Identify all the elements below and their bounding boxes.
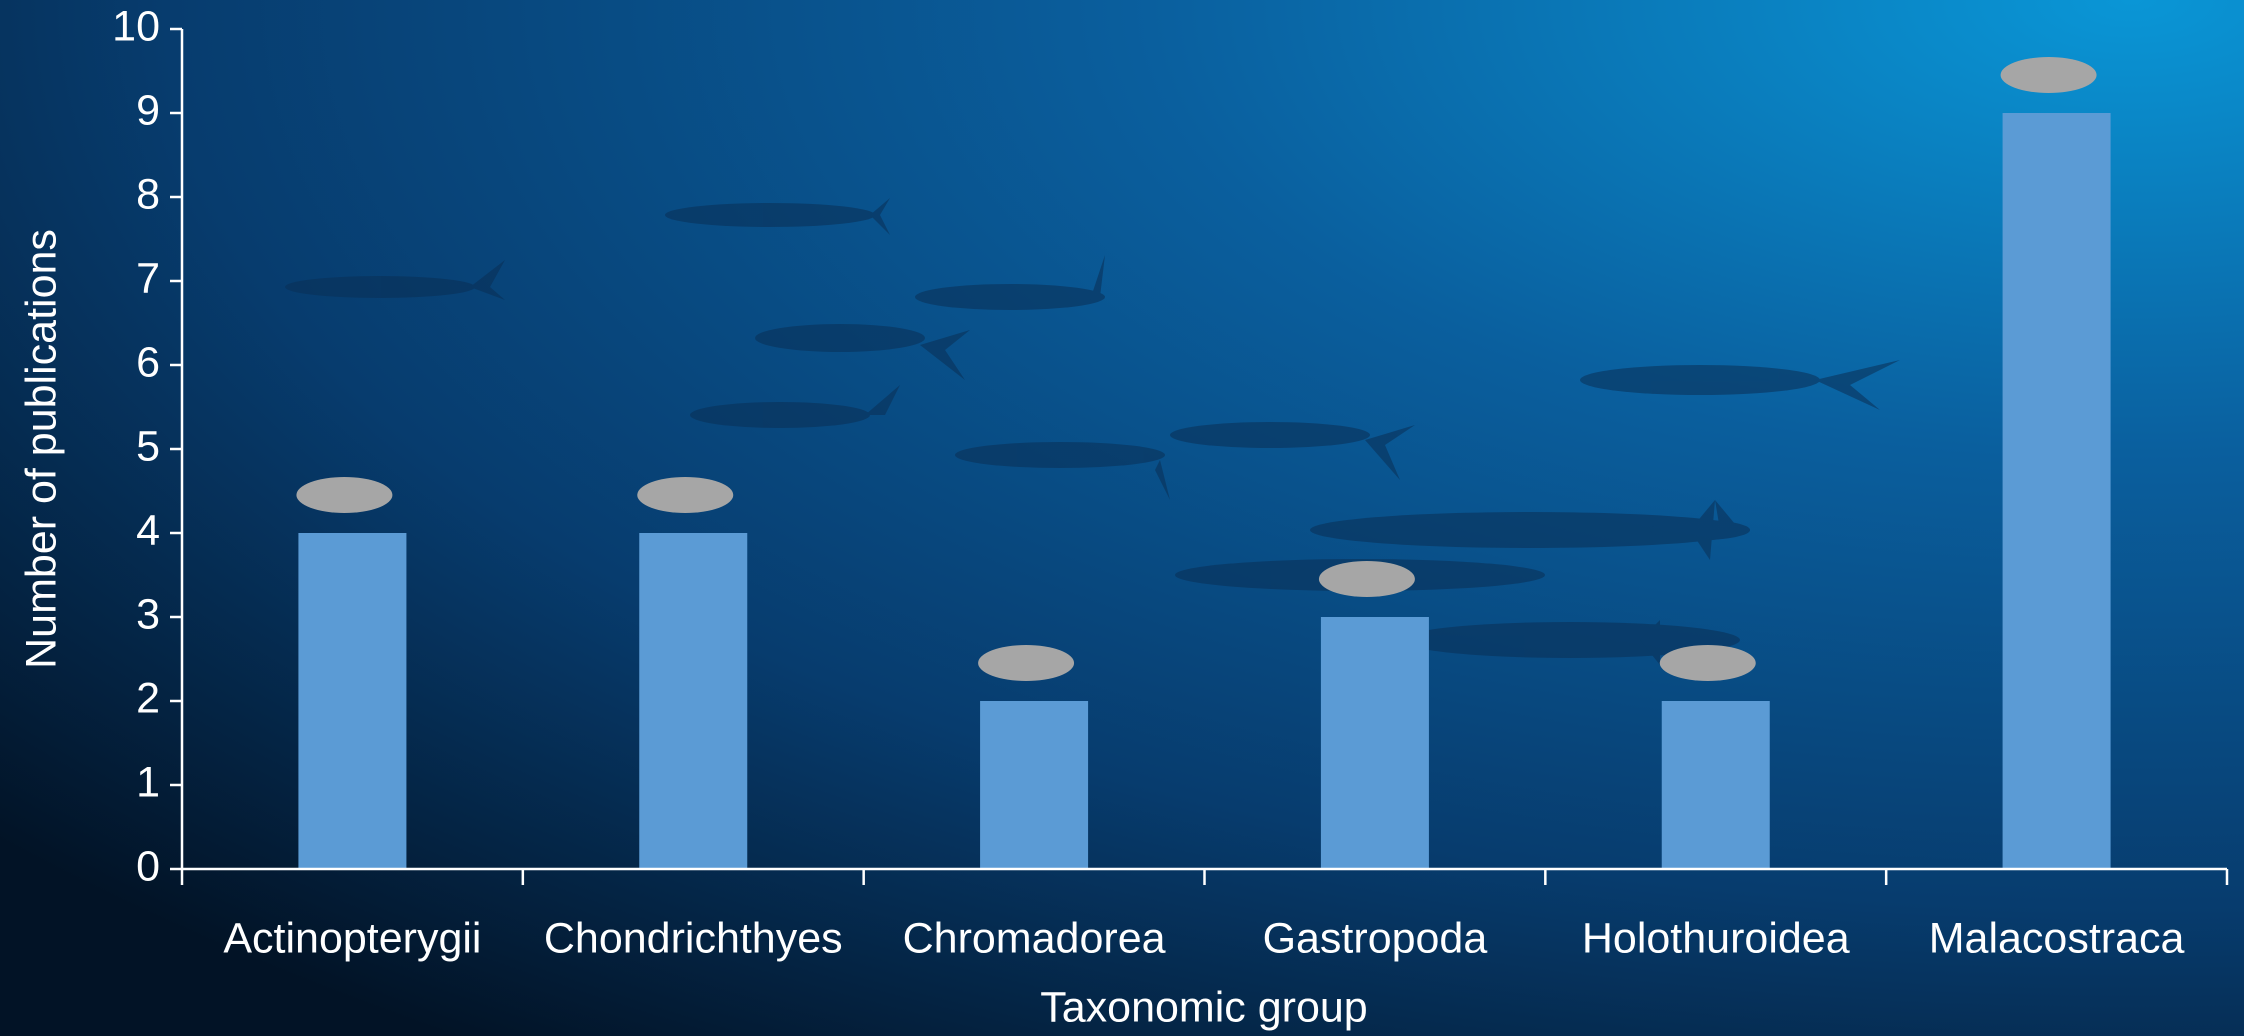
bar — [980, 701, 1088, 869]
y-axis-label: Number of publications — [17, 229, 65, 669]
y-tick-label: 8 — [136, 170, 160, 218]
x-tick-label: Chondrichthyes — [544, 914, 843, 962]
taxon-icon — [637, 477, 733, 513]
y-tick-label: 5 — [136, 422, 160, 470]
taxon-icon — [1660, 645, 1756, 681]
y-tick-label: 2 — [136, 674, 160, 722]
taxon-icon — [296, 477, 392, 513]
x-axis-label: Taxonomic group — [1040, 983, 1367, 1031]
page: Number of publications Taxonomic group 0… — [0, 0, 2244, 1036]
background — [0, 0, 2244, 1036]
taxon-icon — [2001, 57, 2097, 93]
x-tick-label: Malacostraca — [1929, 914, 2185, 962]
bar — [1321, 617, 1429, 869]
taxon-icon — [1319, 561, 1415, 597]
chart: Number of publications Taxonomic group 0… — [0, 0, 2244, 1036]
bar — [639, 533, 747, 869]
y-tick-label: 9 — [136, 86, 160, 134]
y-tick-label: 10 — [112, 2, 160, 50]
taxon-icon — [978, 645, 1074, 681]
y-tick-label: 6 — [136, 338, 160, 386]
y-tick-label: 0 — [136, 842, 160, 890]
bar — [298, 533, 406, 869]
bar — [1662, 701, 1770, 869]
y-tick-label: 3 — [136, 590, 160, 638]
x-tick-label: Actinopterygii — [223, 914, 481, 962]
bar — [2003, 113, 2111, 869]
x-tick-label: Gastropoda — [1263, 914, 1488, 962]
x-tick-label: Chromadorea — [903, 914, 1166, 962]
y-tick-label: 7 — [136, 254, 160, 302]
x-tick-label: Holothuroidea — [1582, 914, 1850, 962]
y-tick-label: 1 — [136, 758, 160, 806]
y-tick-label: 4 — [136, 506, 160, 554]
